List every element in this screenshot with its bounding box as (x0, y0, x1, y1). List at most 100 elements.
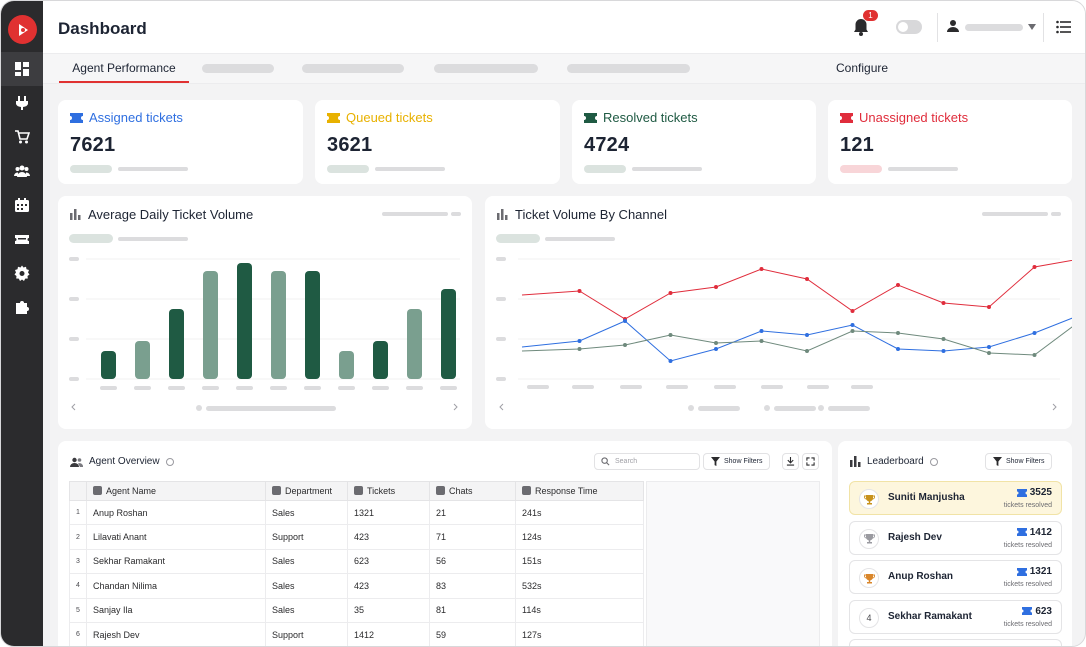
sidebar-item-tickets[interactable] (1, 222, 43, 256)
show-filters-button[interactable]: Show Filters (985, 453, 1052, 470)
sidebar-item-calendar[interactable] (1, 188, 43, 222)
number-column-icon (522, 486, 531, 495)
download-button[interactable] (782, 453, 799, 470)
x-tick-placeholder (134, 386, 151, 390)
bar-chart (69, 257, 460, 411)
column-header[interactable]: Agent Name (86, 481, 266, 501)
brand-logo[interactable] (8, 15, 37, 44)
leaderboard-item[interactable]: Suniti Manjusha 3525 tickets resolved (849, 481, 1062, 515)
leaderboard-item[interactable]: Anup Roshan 1321 tickets resolved (849, 560, 1062, 594)
sidebar-item-teams[interactable] (1, 154, 43, 188)
table-row[interactable]: 2 Lilavati Anant Support 423 71 124s (69, 524, 644, 550)
table-row[interactable]: 3 Sekhar Ramakant Sales 623 56 151s (69, 548, 644, 575)
data-point (987, 305, 991, 309)
ticket-icon (840, 112, 853, 123)
resolved-count-value: 623 (1035, 605, 1052, 617)
x-tick-placeholder (572, 385, 594, 389)
placeholder-line (375, 167, 445, 171)
list-menu-icon[interactable] (1056, 20, 1071, 34)
leaderboard-item[interactable]: 4 Sekhar Ramakant 623 tickets resolved (849, 599, 1062, 634)
bell-icon[interactable] (851, 17, 871, 37)
sidebar-item-integrations[interactable] (1, 86, 43, 120)
row-number-header (69, 481, 87, 501)
placeholder-line (382, 212, 448, 216)
leaderboard-item[interactable] (849, 639, 1062, 646)
data-point (805, 277, 809, 281)
bar (407, 309, 422, 379)
column-header-label: Department (285, 486, 333, 496)
ticket-icon (327, 112, 340, 123)
tab-placeholder[interactable] (302, 64, 404, 73)
column-header-label: Chats (449, 486, 473, 496)
chart-title-label: Ticket Volume By Channel (515, 207, 667, 222)
tab-agent-performance[interactable]: Agent Performance (59, 54, 189, 83)
stat-title: Unassigned tickets (840, 110, 968, 125)
data-point (577, 289, 582, 293)
agent-name-cell: Rajesh Dev (86, 621, 266, 646)
resolved-count: 623 (1022, 606, 1052, 617)
stat-title-label: Assigned tickets (89, 110, 183, 125)
text-column-icon (93, 486, 102, 495)
response-time-cell: 114s (515, 597, 644, 623)
tab-placeholder[interactable] (567, 64, 690, 73)
tickets-cell: 423 (347, 573, 430, 599)
show-filters-button[interactable]: Show Filters (703, 453, 770, 470)
theme-toggle[interactable] (896, 20, 922, 34)
table-row[interactable]: 6 Rajesh Dev Support 1412 59 127s (69, 621, 644, 646)
agent-name-cell: Anup Roshan (86, 499, 266, 526)
data-point (623, 319, 627, 323)
column-header[interactable]: Chats (429, 481, 516, 501)
tab-placeholder[interactable] (434, 64, 538, 73)
column-header-label: Response Time (535, 486, 598, 496)
user-icon[interactable] (946, 19, 960, 33)
data-point (577, 347, 582, 351)
sidebar-item-extensions[interactable] (1, 290, 43, 324)
leaderboard-item[interactable]: Rajesh Dev 1412 tickets resolved (849, 520, 1062, 555)
agent-table: Agent Name Department Tickets Chats Resp… (69, 481, 644, 646)
column-header[interactable]: Response Time (515, 481, 644, 501)
agent-name: Rajesh Dev (888, 531, 942, 543)
chevron-down-icon[interactable] (1027, 23, 1037, 31)
search-input[interactable]: Search (594, 453, 700, 470)
legend-label-placeholder (774, 406, 816, 411)
dashboard-icon (15, 62, 29, 76)
legend-label-placeholder (698, 406, 740, 411)
info-icon[interactable] (165, 457, 174, 466)
gear-icon (14, 265, 30, 281)
placeholder-line (118, 237, 188, 241)
expand-icon (806, 457, 815, 466)
table-body: 1 Anup Roshan Sales 1321 21 241s 2 Lilavati Ana… (69, 499, 644, 646)
sidebar (1, 1, 43, 646)
number-column-icon (436, 486, 445, 495)
response-time-cell: 532s (515, 573, 644, 599)
department-cell: Sales (265, 548, 348, 575)
sidebar-item-dashboard[interactable] (1, 52, 43, 86)
tickets-cell: 1321 (347, 499, 430, 526)
sidebar-item-settings[interactable] (1, 256, 43, 290)
sidebar-item-orders[interactable] (1, 120, 43, 154)
table-row[interactable]: 4 Chandan Nilima Sales 423 83 532s (69, 573, 644, 599)
agent-name-cell: Sekhar Ramakant (86, 548, 266, 575)
y-tick-placeholder (69, 337, 79, 341)
row-number: 6 (69, 621, 87, 646)
table-row[interactable]: 1 Anup Roshan Sales 1321 21 241s (69, 499, 644, 526)
bar-chart-icon (497, 209, 508, 220)
leaderboard-card: Leaderboard Show Filters Suniti Manjusha… (838, 441, 1072, 646)
row-number: 5 (69, 597, 87, 623)
series-line (521, 317, 1072, 362)
resolved-count: 1321 (1016, 566, 1052, 577)
table-row[interactable]: 5 Sanjay Ila Sales 35 81 114s (69, 597, 644, 623)
tab-placeholder[interactable] (202, 64, 274, 73)
info-icon[interactable] (929, 457, 938, 466)
column-header[interactable]: Department (265, 481, 348, 501)
column-header[interactable]: Tickets (347, 481, 430, 501)
x-tick-placeholder (714, 385, 736, 389)
team-icon (70, 457, 83, 467)
bar (305, 271, 320, 379)
data-point (1032, 265, 1037, 269)
x-tick-placeholder (666, 385, 688, 389)
agent-name: Sekhar Ramakant (888, 610, 972, 622)
fullscreen-button[interactable] (802, 453, 819, 470)
tab-configure[interactable]: Configure (836, 61, 889, 75)
user-name-placeholder[interactable] (965, 24, 1023, 31)
